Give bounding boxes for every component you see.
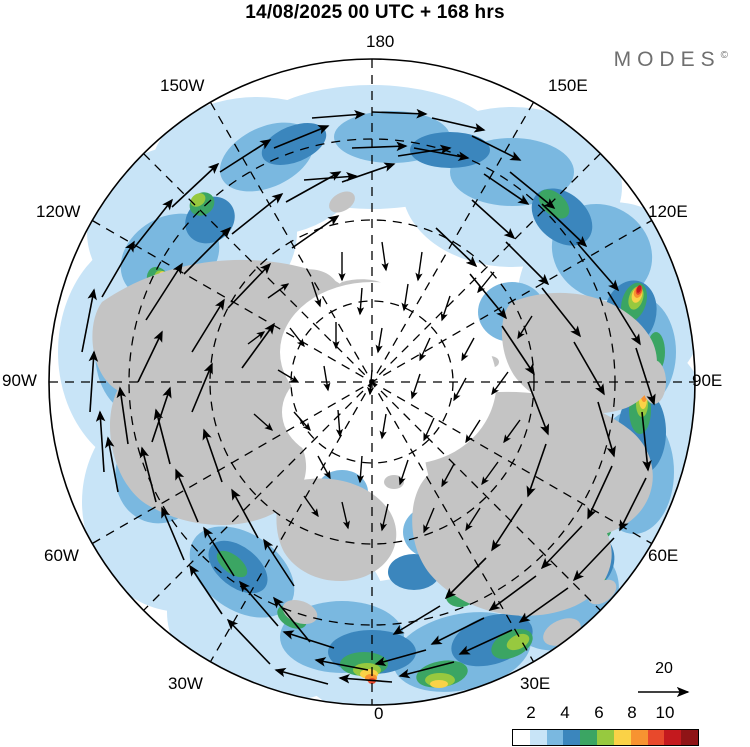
colorbar-band-3	[563, 730, 581, 745]
colorbar-tick-4: 4	[560, 703, 570, 722]
colorbar-band-6	[613, 730, 631, 745]
logo-text: MODES	[613, 48, 721, 71]
copyright-icon: ©	[720, 50, 728, 61]
reference-vector-legend: 20	[636, 660, 716, 705]
reference-vector-label: 20	[655, 660, 673, 677]
lon-label-0: 0	[374, 704, 384, 723]
colorbar-band-7	[630, 730, 648, 745]
lon-label-90w: 90W	[2, 371, 37, 390]
colorbar-band-4	[580, 730, 598, 745]
lon-label-120w: 120W	[36, 202, 81, 221]
map-boundary	[48, 58, 696, 706]
lon-label-30w: 30W	[168, 674, 203, 693]
lon-label-90e: 90E	[692, 371, 723, 390]
lon-label-180: 180	[366, 32, 395, 51]
reference-vector-arrow	[638, 686, 690, 698]
colorbar-band-5	[597, 730, 614, 745]
page-title: 14/08/2025 00 UTC + 168 hrs	[245, 2, 505, 23]
lon-label-60w: 60W	[44, 546, 79, 565]
lon-label-150e: 150E	[548, 76, 588, 95]
colorbar-tick-10: 10	[655, 703, 675, 722]
lon-label-120e: 120E	[648, 202, 688, 221]
colorbar-tick-8: 8	[627, 703, 637, 722]
lon-label-150w: 150W	[160, 76, 205, 95]
colorbar-tick-2: 2	[526, 703, 536, 722]
polar-map	[42, 52, 702, 712]
lon-label-60e: 60E	[648, 546, 679, 565]
lon-label-30e: 30E	[520, 674, 551, 693]
colorbar-band-9	[664, 730, 682, 745]
colorbar	[512, 729, 699, 746]
graticule	[49, 59, 695, 705]
colorbar-band-0	[513, 730, 530, 745]
map-content	[49, 59, 695, 705]
wind-vector-field	[81, 108, 656, 685]
modes-logo: MODES©	[614, 48, 728, 72]
colorbar-tick-6: 6	[594, 703, 604, 722]
colorbar-band-10	[681, 730, 698, 745]
colorbar-band-1	[529, 730, 547, 745]
colorbar-band-2	[546, 730, 564, 745]
colorbar-band-8	[647, 730, 665, 745]
